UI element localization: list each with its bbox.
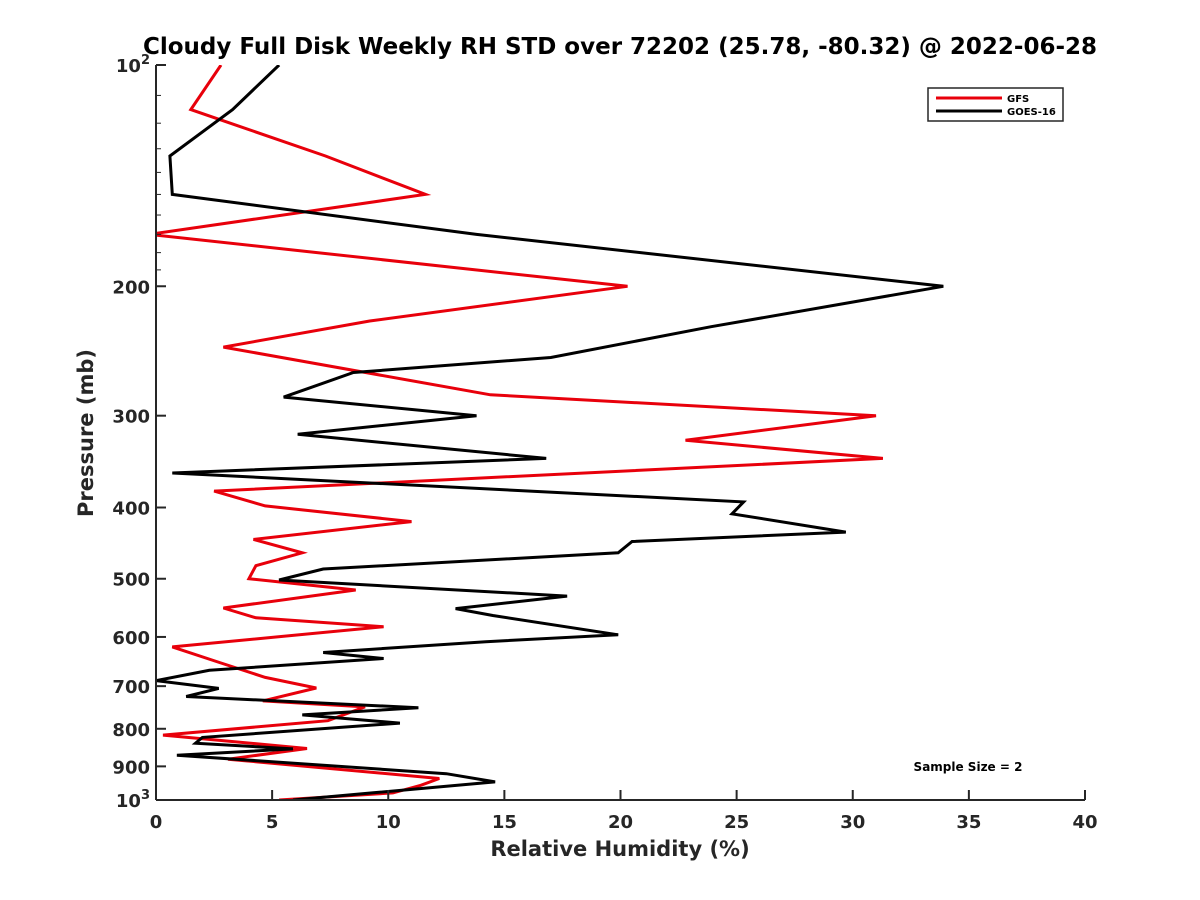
legend-label-gfs: GFS [1007,94,1029,105]
y-tick-label: 500 [112,570,150,591]
sample-size-annotation: Sample Size = 2 [914,760,1023,774]
x-tick-label: 15 [492,812,517,833]
x-tick-label: 0 [150,812,163,833]
legend: GFS GOES-16 [927,87,1064,122]
y-tick-label: 600 [112,628,150,649]
y-tick-label: 103 [116,788,150,812]
x-tick-label: 20 [608,812,633,833]
x-tick-label: 10 [376,812,401,833]
y-axis-label: Pressure (mb) [74,349,98,517]
y-tick-label: 700 [112,677,150,698]
axes: 0 5 10 15 20 25 30 35 40 102 200 300 400 500 600 700 800… [112,53,1097,833]
y-tick-label: 400 [112,499,150,520]
y-tick-label: 200 [112,277,150,298]
y-tick-label: 102 [116,53,150,77]
x-tick-label: 5 [266,812,279,833]
x-tick-label: 30 [840,812,865,833]
y-tick-label: 300 [112,407,150,428]
y-tick-label: 900 [112,757,150,778]
legend-box [927,87,1064,122]
x-tick-label: 25 [724,812,749,833]
x-tick-label: 40 [1072,812,1097,833]
series-line-goes-16 [156,65,944,800]
x-tick-label: 35 [956,812,981,833]
series-line-gfs [156,65,884,800]
y-tick-label: 800 [112,720,150,741]
x-axis-label: Relative Humidity (%) [490,837,749,861]
chart-title: Cloudy Full Disk Weekly RH STD over 7220… [143,34,1097,60]
legend-label-goes-16: GOES-16 [1007,107,1056,118]
plot-area [156,65,944,800]
